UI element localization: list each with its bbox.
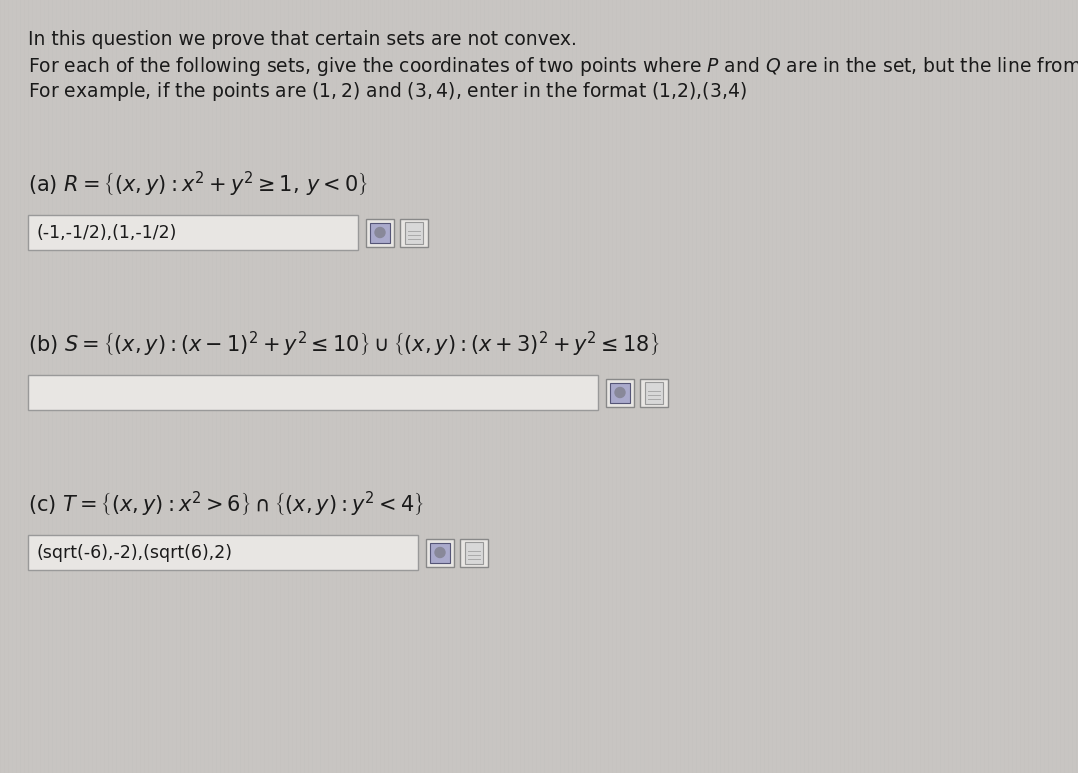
- FancyBboxPatch shape: [28, 535, 418, 570]
- FancyBboxPatch shape: [460, 539, 488, 567]
- FancyBboxPatch shape: [645, 382, 663, 404]
- FancyBboxPatch shape: [28, 375, 598, 410]
- FancyBboxPatch shape: [370, 223, 390, 243]
- FancyBboxPatch shape: [367, 219, 393, 247]
- FancyBboxPatch shape: [400, 219, 428, 247]
- FancyBboxPatch shape: [640, 379, 668, 407]
- FancyBboxPatch shape: [426, 539, 454, 567]
- Text: (c) $T = \left\{(x,y) : x^2 > 6\right\} \cap \left\{(x,y) : y^2 < 4\right\}$: (c) $T = \left\{(x,y) : x^2 > 6\right\} …: [28, 490, 424, 519]
- Text: (b) $S = \left\{(x,y) : (x-1)^2 + y^2 \leq 10\right\} \cup \left\{(x,y) : (x+3)^: (b) $S = \left\{(x,y) : (x-1)^2 + y^2 \l…: [28, 330, 660, 359]
- Text: For each of the following sets, give the coordinates of two points where $P$ and: For each of the following sets, give the…: [28, 55, 1078, 78]
- Text: (sqrt(-6),-2),(sqrt(6),2): (sqrt(-6),-2),(sqrt(6),2): [36, 543, 232, 561]
- FancyBboxPatch shape: [606, 379, 634, 407]
- FancyBboxPatch shape: [610, 383, 630, 403]
- Text: (-1,-1/2),(1,-1/2): (-1,-1/2),(1,-1/2): [36, 223, 177, 241]
- Circle shape: [436, 547, 445, 557]
- Text: In this question we prove that certain sets are not convex.: In this question we prove that certain s…: [28, 30, 577, 49]
- FancyBboxPatch shape: [28, 215, 358, 250]
- FancyBboxPatch shape: [405, 222, 423, 243]
- FancyBboxPatch shape: [430, 543, 450, 563]
- Circle shape: [375, 227, 385, 237]
- Text: For example, if the points are $(1, 2)$ and $(3, 4)$, enter in the format (1,2),: For example, if the points are $(1, 2)$ …: [28, 80, 747, 103]
- Text: (a) $R = \left\{(x,y) : x^2 + y^2 \geq 1,\, y < 0\right\}$: (a) $R = \left\{(x,y) : x^2 + y^2 \geq 1…: [28, 170, 368, 199]
- FancyBboxPatch shape: [465, 542, 483, 564]
- Circle shape: [616, 387, 625, 397]
